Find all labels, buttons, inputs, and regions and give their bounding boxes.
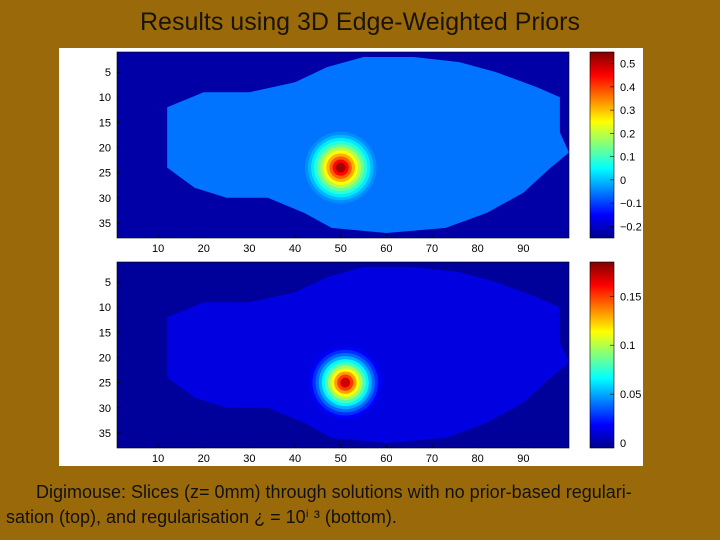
x-tick-label: 30: [243, 453, 255, 465]
y-tick-label: 25: [99, 378, 111, 390]
y-tick-label: 10: [99, 302, 111, 314]
y-tick-label: 15: [99, 117, 111, 129]
x-tick-label: 80: [472, 453, 484, 465]
x-tick-label: 50: [335, 453, 347, 465]
hotspot-ring: [335, 162, 346, 173]
x-tick-label: 50: [335, 243, 347, 255]
x-tick-label: 60: [380, 243, 392, 255]
colorbar-tick-label: 0.05: [620, 389, 641, 401]
hotspot-ring: [340, 377, 351, 388]
colorbar-tick-label: 0.2: [620, 128, 635, 140]
x-tick-label: 20: [198, 453, 210, 465]
y-tick-label: 30: [99, 403, 111, 415]
y-tick-label: 5: [105, 277, 111, 289]
x-tick-label: 90: [517, 243, 529, 255]
caption-line-1: Digimouse: Slices (z= 0mm) through solut…: [36, 482, 632, 502]
x-tick-label: 70: [426, 243, 438, 255]
figure-caption: Digimouse: Slices (z= 0mm) through solut…: [6, 480, 718, 530]
y-tick-label: 20: [99, 353, 111, 365]
colorbar-tick-label: 0: [620, 438, 626, 450]
hotspot: [301, 128, 380, 207]
colorbar-tick-label: −0.2: [620, 221, 642, 233]
x-tick-label: 10: [152, 453, 164, 465]
y-tick-label: 35: [99, 428, 111, 440]
colorbar-tick-label: −0.1: [620, 198, 642, 210]
x-tick-label: 90: [517, 453, 529, 465]
y-tick-label: 15: [99, 327, 111, 339]
x-tick-label: 40: [289, 453, 301, 465]
colorbar-tick-label: 0.1: [620, 340, 635, 352]
x-tick-label: 80: [472, 243, 484, 255]
colorbar-tick-label: 0.3: [620, 105, 635, 117]
heatmap-panel-0: 10 20 30 40 50 60 70 80 90 5 10 15 20 25 30 35 0.5 0.4 0.3…: [99, 51, 642, 255]
colorbar-tick-label: 0.4: [620, 82, 635, 94]
colorbar-tick-label: 0.5: [620, 59, 635, 71]
x-tick-label: 10: [152, 243, 164, 255]
x-tick-label: 30: [243, 243, 255, 255]
axes-frame: [116, 51, 570, 239]
y-tick-label: 25: [99, 168, 111, 180]
colorbar: [589, 261, 615, 449]
x-tick-label: 40: [289, 243, 301, 255]
axes-frame: [116, 261, 570, 449]
y-tick-label: 20: [99, 143, 111, 155]
colorbar-tick-label: 0.15: [620, 291, 641, 303]
slide-title: Results using 3D Edge-Weighted Priors: [139, 8, 581, 36]
colorbar-tick-label: 0: [620, 175, 626, 187]
y-tick-label: 10: [99, 92, 111, 104]
figure-panel: 10 20 30 40 50 60 70 80 90 5 10 15 20 25 30 35 0.5 0.4 0.3…: [59, 48, 643, 466]
hotspot: [306, 343, 385, 422]
colorbar: [589, 51, 615, 239]
caption-line-2: sation (top), and regularisation ¿ = 10ⁱ…: [6, 507, 397, 527]
y-tick-label: 35: [99, 218, 111, 230]
y-tick-label: 5: [105, 67, 111, 79]
y-tick-label: 30: [99, 193, 111, 205]
x-tick-label: 60: [380, 453, 392, 465]
colorbar-tick-label: 0.1: [620, 152, 635, 164]
x-tick-label: 20: [198, 243, 210, 255]
heatmap-panel-1: 10 20 30 40 50 60 70 80 90 5 10 15 20 25 30 35 0.15 0.1 0.…: [99, 261, 641, 465]
heatmap-figure: 10 20 30 40 50 60 70 80 9051015202530350.50.40.3…: [99, 51, 642, 465]
x-tick-label: 70: [426, 453, 438, 465]
